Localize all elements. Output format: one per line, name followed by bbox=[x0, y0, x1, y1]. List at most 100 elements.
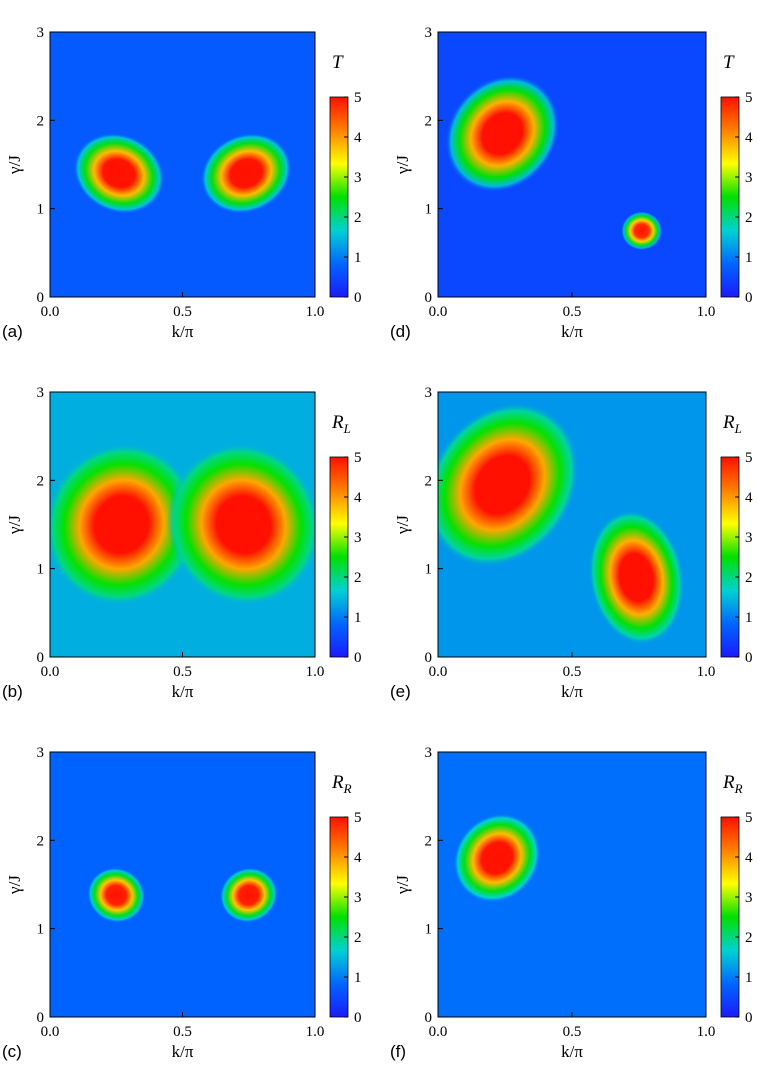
y-axis-label: γ/J bbox=[5, 155, 24, 175]
colorbar-tick-label: 3 bbox=[354, 890, 362, 906]
panel-c: 0.0 0.5 1.0 0 1 2 3 k/π γ/J (c) 0 1 2 3 4 5RR bbox=[2, 745, 362, 1061]
panel-b: 0.0 0.5 1.0 0 1 2 3 k/π γ/J (b) 0 1 2 3 4 5RL bbox=[2, 385, 362, 701]
y-tick-label: 1 bbox=[37, 562, 45, 578]
y-tick-label: 3 bbox=[37, 25, 45, 41]
heatmap-peak-region bbox=[445, 74, 560, 193]
y-tick-label: 2 bbox=[425, 113, 433, 129]
panel-label: (c) bbox=[2, 1042, 22, 1061]
x-axis-label: k/π bbox=[172, 322, 194, 341]
x-tick-label: 1.0 bbox=[697, 304, 716, 320]
heatmap-peak-region bbox=[73, 132, 165, 214]
x-tick-label: 0.0 bbox=[41, 304, 60, 320]
y-axis-label: γ/J bbox=[393, 515, 412, 535]
colorbar-tick-label: 4 bbox=[354, 850, 362, 866]
y-axis-label: γ/J bbox=[5, 875, 24, 895]
x-tick-label: 0.0 bbox=[41, 664, 60, 680]
y-tick-label: 2 bbox=[37, 113, 45, 129]
colorbar-tick-label: 4 bbox=[354, 490, 362, 506]
colorbar-tick-label: 3 bbox=[745, 170, 753, 186]
colorbar-title: T bbox=[723, 52, 735, 73]
y-tick-label: 1 bbox=[425, 562, 433, 578]
colorbar-tick-label: 0 bbox=[354, 1010, 362, 1026]
y-tick-label: 0 bbox=[37, 1010, 45, 1026]
y-tick-label: 0 bbox=[425, 1010, 433, 1026]
colorbar bbox=[720, 456, 740, 658]
y-tick-label: 1 bbox=[425, 202, 433, 218]
colorbar-tick-label: 4 bbox=[745, 850, 753, 866]
colorbar-tick-label: 5 bbox=[745, 450, 753, 466]
colorbar-tick-label: 0 bbox=[745, 290, 753, 306]
panel-e: 0.0 0.5 1.0 0 1 2 3 k/π γ/J (e) 0 1 2 3 4 5RL bbox=[390, 385, 753, 701]
y-tick-label: 0 bbox=[425, 650, 433, 666]
panel-f: 0.0 0.5 1.0 0 1 2 3 k/π γ/J (f) 0 1 2 3 4 5RR bbox=[390, 745, 753, 1061]
y-tick-label: 0 bbox=[425, 290, 433, 306]
heatmap-peak-region bbox=[50, 443, 199, 606]
x-tick-label: 0.0 bbox=[429, 1024, 448, 1040]
colorbar-tick-label: 1 bbox=[354, 610, 362, 626]
colorbar-title: T bbox=[332, 52, 344, 73]
heatmap-peak-region bbox=[200, 132, 292, 214]
x-axis-label: k/π bbox=[172, 1042, 194, 1061]
y-tick-label: 3 bbox=[425, 25, 433, 41]
x-axis-label: k/π bbox=[561, 682, 583, 701]
colorbar bbox=[329, 816, 349, 1018]
x-tick-label: 0.0 bbox=[429, 304, 448, 320]
y-tick-label: 2 bbox=[425, 473, 433, 489]
colorbar-tick-label: 5 bbox=[354, 90, 362, 106]
x-tick-label: 0.5 bbox=[173, 304, 192, 320]
x-axis-label: k/π bbox=[561, 1042, 583, 1061]
colorbar-title: RR bbox=[722, 772, 743, 796]
colorbar bbox=[720, 96, 740, 298]
y-tick-label: 2 bbox=[37, 473, 45, 489]
y-tick-label: 3 bbox=[425, 745, 433, 761]
colorbar-tick-label: 3 bbox=[745, 530, 753, 546]
colorbar-tick-label: 5 bbox=[745, 90, 753, 106]
panel-label: (f) bbox=[390, 1042, 406, 1061]
panel-d: 0.0 0.5 1.0 0 1 2 3 k/π γ/J (d) 0 1 2 3 4 5 T bbox=[390, 25, 753, 341]
colorbar-tick-label: 0 bbox=[745, 1010, 753, 1026]
y-tick-label: 2 bbox=[425, 833, 433, 849]
y-tick-label: 3 bbox=[425, 385, 433, 401]
y-axis-label: γ/J bbox=[5, 515, 24, 535]
panel-label: (d) bbox=[390, 322, 411, 341]
x-tick-label: 1.0 bbox=[306, 304, 325, 320]
colorbar-tick-label: 4 bbox=[354, 130, 362, 146]
colorbar-tick-label: 5 bbox=[354, 810, 362, 826]
colorbar-tick-label: 0 bbox=[745, 650, 753, 666]
colorbar bbox=[329, 456, 349, 658]
colorbar-title: RR bbox=[331, 772, 352, 796]
heatmap-peak-region bbox=[219, 867, 278, 923]
colorbar-tick-label: 1 bbox=[354, 970, 362, 986]
panel-label: (a) bbox=[2, 322, 23, 341]
colorbar-tick-label: 1 bbox=[354, 250, 362, 266]
x-tick-label: 0.5 bbox=[563, 1024, 582, 1040]
colorbar-tick-label: 3 bbox=[354, 170, 362, 186]
y-tick-label: 1 bbox=[37, 922, 45, 938]
x-tick-label: 1.0 bbox=[697, 1024, 716, 1040]
y-tick-label: 3 bbox=[37, 385, 45, 401]
colorbar-tick-label: 3 bbox=[354, 530, 362, 546]
heatmap-peak-region bbox=[166, 443, 315, 606]
heatmap-peak-region bbox=[588, 510, 685, 645]
panel-a: 0.0 0.5 1.0 0 1 2 3 k/π γ/J (a) 0 1 2 3 4 5 T bbox=[2, 25, 362, 341]
colorbar-tick-label: 2 bbox=[745, 210, 753, 226]
heatmap-peak-region bbox=[621, 211, 663, 251]
x-axis-label: k/π bbox=[172, 682, 194, 701]
colorbar-tick-label: 1 bbox=[745, 250, 753, 266]
colorbar-tick-label: 3 bbox=[745, 890, 753, 906]
colorbar-tick-label: 0 bbox=[354, 650, 362, 666]
colorbar-tick-label: 0 bbox=[354, 290, 362, 306]
x-tick-label: 0.5 bbox=[563, 304, 582, 320]
panel-label: (b) bbox=[2, 682, 23, 701]
x-tick-label: 0.0 bbox=[429, 664, 448, 680]
y-tick-label: 1 bbox=[37, 202, 45, 218]
colorbar-tick-label: 5 bbox=[354, 450, 362, 466]
y-tick-label: 3 bbox=[37, 745, 45, 761]
heatmap-peak-region bbox=[453, 813, 541, 903]
x-tick-label: 1.0 bbox=[306, 664, 325, 680]
x-axis-label: k/π bbox=[561, 322, 583, 341]
colorbar-tick-label: 5 bbox=[745, 810, 753, 826]
colorbar bbox=[720, 816, 740, 1018]
y-axis-label: γ/J bbox=[393, 875, 412, 895]
